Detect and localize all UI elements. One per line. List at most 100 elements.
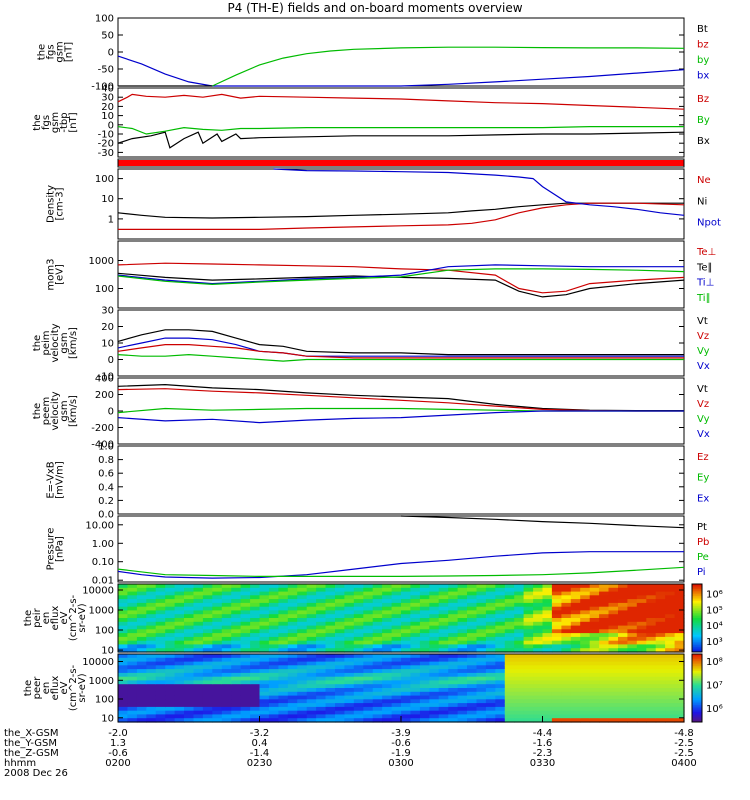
spectrogram-cell <box>363 602 374 608</box>
spectrogram-cell <box>401 625 411 630</box>
spectrogram-cell <box>467 710 477 716</box>
spectrogram-cell <box>391 661 402 666</box>
spectrogram-cell <box>561 599 572 604</box>
spectrogram-cell <box>353 672 364 678</box>
spectrogram-cell <box>438 657 449 663</box>
colorbar-segment <box>692 676 702 679</box>
spectrogram-cell <box>561 584 572 589</box>
spectrogram-cell <box>363 584 374 589</box>
spectrogram-cell <box>542 691 553 697</box>
y-tick-label: 100 <box>95 174 114 185</box>
spectrogram-cell <box>287 688 298 693</box>
spectrogram-cell <box>401 657 411 663</box>
spectrogram-cell <box>287 695 298 700</box>
spectrogram-cell <box>306 640 317 646</box>
spectrogram-cell <box>646 688 657 693</box>
orbit-row-value: 0.4 <box>252 738 268 749</box>
spectrogram-cell <box>165 665 176 670</box>
spectrogram-cell <box>495 706 506 712</box>
spectrogram-cell <box>655 602 666 608</box>
spectrogram-cell <box>316 606 327 612</box>
spectrogram-cell <box>146 661 157 666</box>
spectrogram-cell <box>636 591 647 596</box>
spectrogram-cell <box>457 706 468 712</box>
spectrogram-cell <box>193 621 204 627</box>
spectrogram-cell <box>202 599 213 604</box>
spectrogram-cell <box>570 640 581 646</box>
spectrogram-cell <box>438 640 449 646</box>
spectrogram-cell <box>391 584 402 589</box>
spectrogram-cell <box>344 688 355 693</box>
spectrogram-cell <box>504 599 515 604</box>
spectrogram-cell <box>278 648 289 653</box>
spectrogram-cell <box>448 595 459 600</box>
spectrogram-cell <box>344 691 355 697</box>
y-axis-label: gsm <box>59 400 70 421</box>
spectrogram-cell <box>250 665 261 670</box>
spectrogram-cell <box>118 602 128 608</box>
spectrogram-cell <box>174 618 185 623</box>
spectrogram-cell <box>344 718 355 723</box>
spectrogram-cell <box>325 595 336 600</box>
spectrogram-cell <box>363 610 374 615</box>
spectrogram-cell <box>325 599 336 604</box>
spectrogram-cell <box>523 718 534 723</box>
spectrogram-cell <box>448 602 459 608</box>
spectrogram-cell <box>353 718 364 723</box>
spectrogram-cell <box>570 614 581 619</box>
spectrogram-cell <box>401 691 411 697</box>
spectrogram-cell <box>485 621 496 627</box>
colorbar-segment <box>692 599 702 602</box>
spectrogram-cell <box>599 644 610 649</box>
spectrogram-cell <box>504 640 515 646</box>
spectrogram-cell <box>240 584 251 589</box>
spectrogram-cell <box>599 602 610 608</box>
spectrogram-cell <box>118 665 128 670</box>
colorbar-segment <box>692 691 702 694</box>
spectrogram-cell <box>268 621 279 627</box>
spectrogram-cell <box>665 633 676 638</box>
spectrogram-cell <box>589 636 600 642</box>
spectrogram-cell <box>438 587 449 593</box>
spectrogram-cell <box>448 633 459 638</box>
spectrogram-cell <box>523 703 534 708</box>
spectrogram-cell <box>221 676 232 682</box>
spectrogram-cell <box>551 636 562 642</box>
spectrogram-cell <box>344 636 355 642</box>
spectrogram-cell <box>165 584 176 589</box>
spectrogram-cell <box>589 618 600 623</box>
spectrogram-cell <box>636 695 647 700</box>
spectrogram-cell <box>259 706 270 712</box>
spectrogram-cell <box>655 644 666 649</box>
spectrogram-cell <box>372 648 383 653</box>
spectrogram-cell <box>570 625 581 630</box>
spectrogram-cell <box>599 672 610 678</box>
spectrogram-cell <box>174 669 185 674</box>
spectrogram-cell <box>627 636 638 642</box>
spectrogram-cell <box>353 706 364 712</box>
spectrogram-cell <box>608 595 619 600</box>
spectrogram-cell <box>636 606 647 612</box>
spectrogram-cell <box>202 661 213 666</box>
spectrogram-cell <box>382 676 393 682</box>
spectrogram-cell <box>504 614 515 619</box>
spectrogram-cell <box>363 661 374 666</box>
spectrogram-cell <box>174 657 185 663</box>
spectrogram-cell <box>127 676 138 682</box>
spectrogram-cell <box>221 584 232 589</box>
spectrogram-cell <box>561 688 572 693</box>
colorbar-segment <box>692 713 702 716</box>
spectrogram-cell <box>127 648 138 653</box>
spectrogram-cell <box>551 695 562 700</box>
spectrogram-cell <box>250 629 261 634</box>
spectrogram-cell <box>580 640 591 646</box>
spectrogram-cell <box>221 714 232 719</box>
spectrogram-cell <box>429 714 440 719</box>
spectrogram-cell <box>316 706 327 712</box>
legend-entry: Ez <box>697 452 709 463</box>
spectrogram-cell <box>523 587 534 593</box>
spectrogram-cell <box>665 644 676 649</box>
spectrogram-cell <box>316 699 327 704</box>
spectrogram-cell <box>570 644 581 649</box>
spectrogram-cell <box>533 595 544 600</box>
